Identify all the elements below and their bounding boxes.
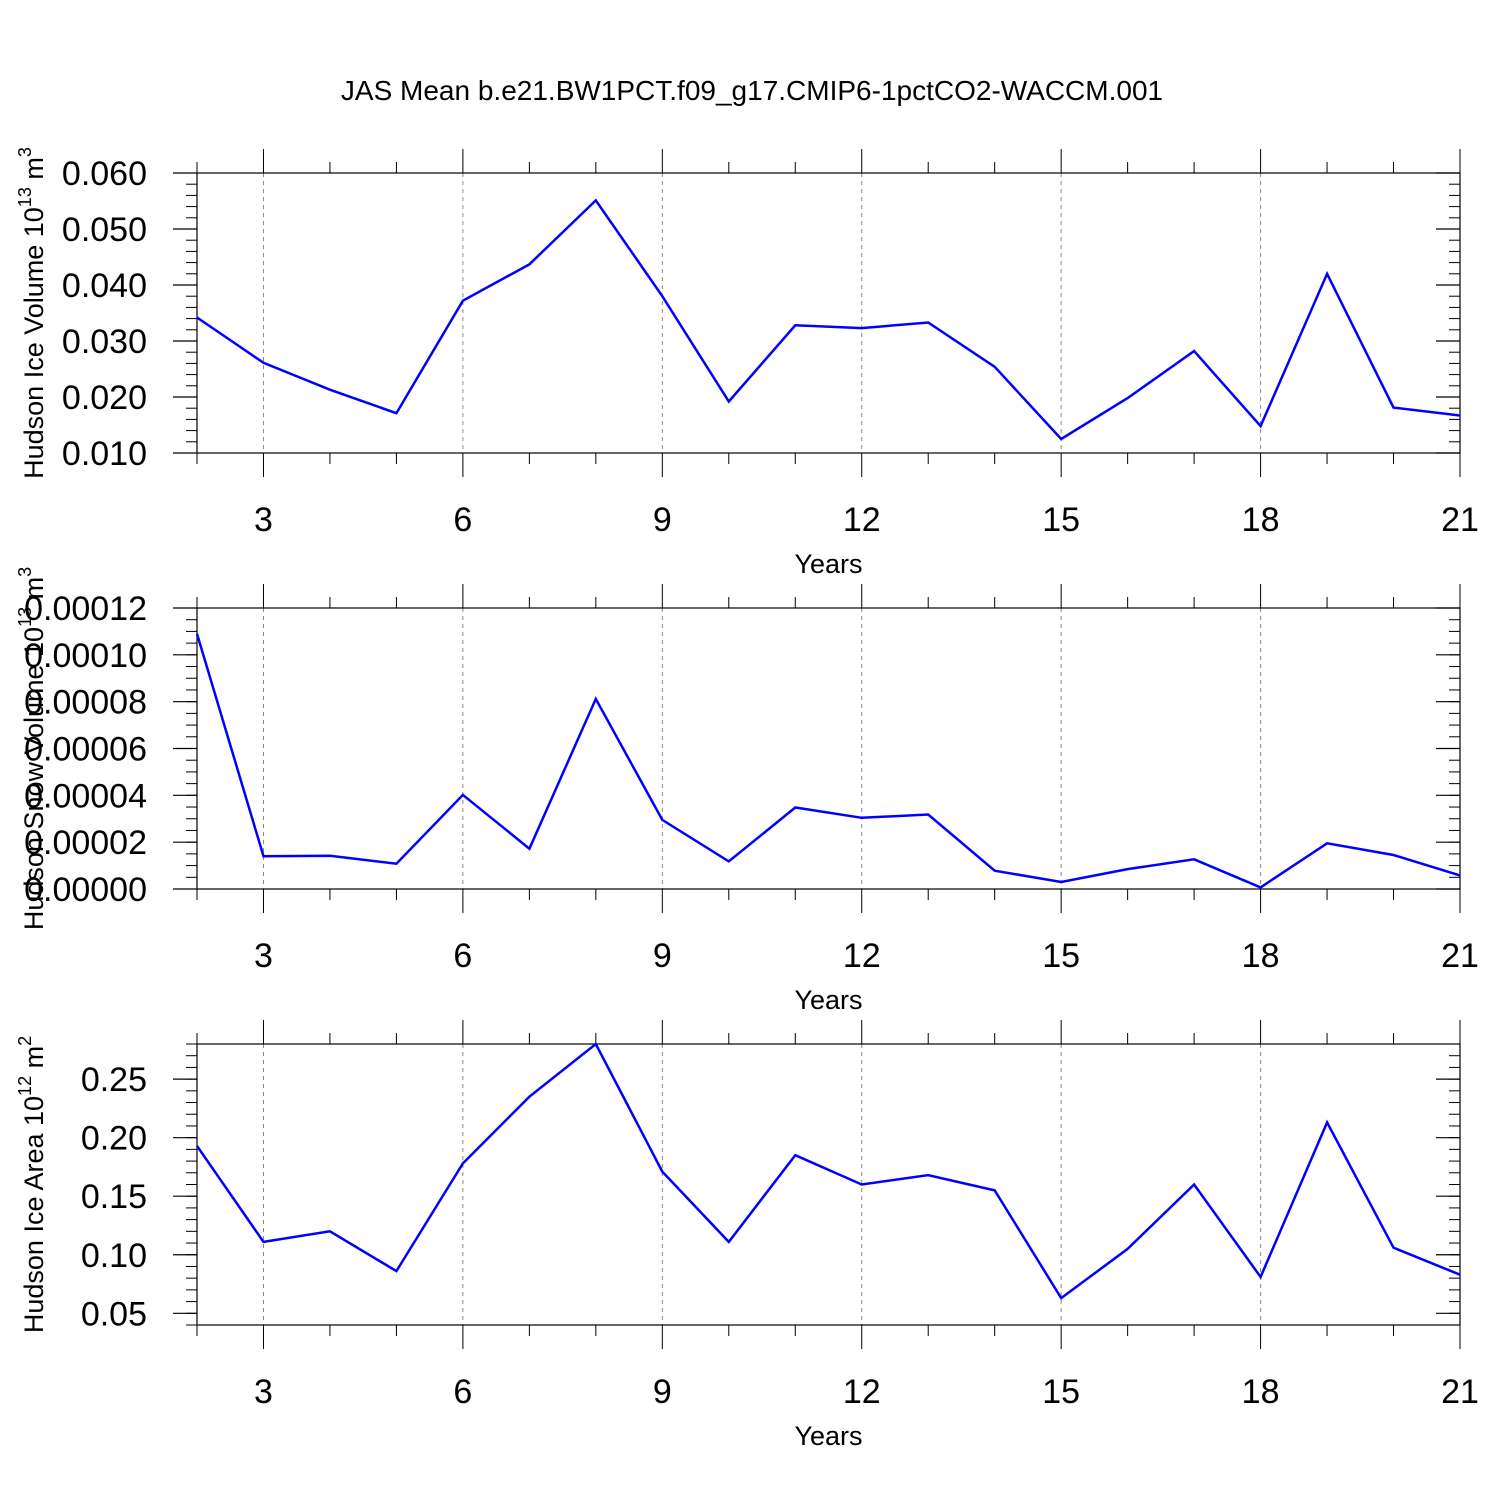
- figure-title: JAS Mean b.e21.BW1PCT.f09_g17.CMIP6-1pct…: [341, 75, 1163, 106]
- y-tick-label: 0.00012: [24, 590, 147, 628]
- x-tick-label: 9: [653, 1373, 672, 1411]
- series-line: [195, 633, 1461, 889]
- x-tick-label: 18: [1242, 1373, 1280, 1411]
- series-line: [195, 1042, 1461, 1300]
- y-tick-label: 0.030: [62, 323, 147, 361]
- x-tick-label: 21: [1441, 501, 1479, 539]
- y-tick-label: 0.15: [81, 1178, 147, 1216]
- x-tick-label: 12: [843, 1373, 881, 1411]
- y-tick-label: 0.020: [62, 379, 147, 417]
- panel-1: 0.010 0.020 0.030 0.040 0.050 0.060 3 6 9 12 15 18 2…: [15, 147, 1479, 579]
- y-tick-label: 0.20: [81, 1120, 147, 1158]
- x-tick-label: 3: [254, 937, 273, 975]
- y-tick-label: 0.10: [81, 1237, 147, 1275]
- plot-frame: [196, 1043, 1461, 1326]
- y-axis-label: Hudson Ice Area 1012 m2: [15, 1036, 49, 1333]
- y-tick-label: 0.040: [62, 267, 147, 305]
- y-axis-label: Hudson Ice Volume 1013 m3: [15, 147, 49, 479]
- x-tick-label: 12: [843, 501, 881, 539]
- y-tick-label: 0.00000: [24, 871, 147, 909]
- y-tick-label: 0.00010: [24, 637, 147, 675]
- x-tick-label: 3: [254, 1373, 273, 1411]
- x-axis-label: Years: [794, 549, 862, 579]
- y-tick-label: 0.050: [62, 211, 147, 249]
- x-tick-label: 15: [1042, 1373, 1080, 1411]
- x-tick-label: 3: [254, 501, 273, 539]
- x-axis-label: Years: [794, 985, 862, 1015]
- x-tick-label: 21: [1441, 1373, 1479, 1411]
- plot-frame: [196, 172, 1461, 454]
- x-tick-label: 6: [453, 937, 472, 975]
- x-axis-label: Years: [794, 1421, 862, 1451]
- panel-2: 0.00000 0.00002 0.00004 0.00006 0.00008 0.000…: [15, 567, 1479, 1015]
- x-tick-label: 15: [1042, 501, 1080, 539]
- y-tick-label: 0.00002: [24, 824, 147, 862]
- x-tick-label: 21: [1441, 937, 1479, 975]
- x-tick-label: 18: [1242, 501, 1280, 539]
- y-tick-label: 0.25: [81, 1061, 147, 1099]
- y-tick-label: 0.05: [81, 1295, 147, 1333]
- x-tick-label: 12: [843, 937, 881, 975]
- y-tick-label: 0.00004: [24, 777, 147, 815]
- plot-frame: [196, 607, 1461, 890]
- x-tick-label: 9: [653, 501, 672, 539]
- panel-3: 0.05 0.10 0.15 0.20 0.25 3 6 9 12 15 18 21 Years Huds…: [15, 1020, 1479, 1451]
- x-tick-label: 15: [1042, 937, 1080, 975]
- x-tick-label: 18: [1242, 937, 1280, 975]
- y-tick-label: 0.060: [62, 155, 147, 193]
- y-tick-label: 0.010: [62, 435, 147, 473]
- y-axis-label: Hudson Snow Volume 1013 m3: [15, 567, 49, 930]
- x-tick-label: 9: [653, 937, 672, 975]
- x-tick-label: 6: [453, 1373, 472, 1411]
- series-line: [196, 198, 1461, 441]
- y-tick-label: 0.00008: [24, 684, 147, 722]
- x-tick-label: 6: [453, 501, 472, 539]
- y-tick-label: 0.00006: [24, 731, 147, 769]
